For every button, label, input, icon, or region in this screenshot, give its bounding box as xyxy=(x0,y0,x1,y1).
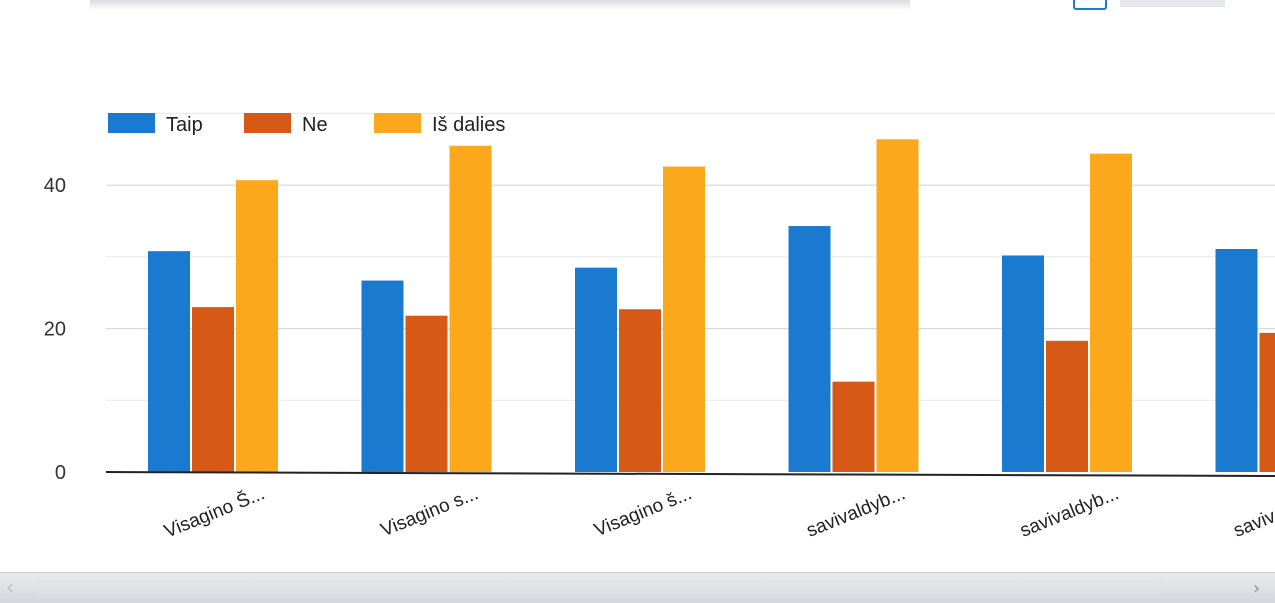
chart-legend: Taip Ne Iš dalies xyxy=(108,113,505,136)
bar-i-dalies-0 xyxy=(236,180,278,472)
bar-ne-0 xyxy=(192,307,234,472)
x-tick-label: savivaldyb... xyxy=(1017,483,1122,542)
x-tick-label: savivaldyb... xyxy=(804,483,909,542)
bar-ne-2 xyxy=(619,309,661,472)
y-tick-label: 20 xyxy=(44,319,66,341)
scrollbar-thumb[interactable] xyxy=(34,580,1164,594)
bar-taip-5 xyxy=(1216,249,1258,472)
y-axis-ticks: 0 20 40 xyxy=(44,175,66,484)
y-tick-label: 40 xyxy=(44,175,66,197)
x-tick-label: savivaldyb... xyxy=(1231,483,1275,542)
horizontal-scrollbar[interactable]: ‹ › xyxy=(0,572,1275,603)
x-axis-ticks: Visagino Š... Visagino s... Visagino š... s… xyxy=(161,482,1275,542)
bar-taip-1 xyxy=(362,281,404,472)
x-axis-baseline xyxy=(106,472,1275,476)
chart-axes xyxy=(106,472,1275,476)
legend-label-2: Iš dalies xyxy=(432,114,505,136)
chevron-right-icon[interactable]: › xyxy=(1253,579,1273,599)
y-tick-label: 0 xyxy=(55,462,66,484)
x-tick-label: Visagino s... xyxy=(378,483,482,541)
bar-i-dalies-4 xyxy=(1090,154,1132,472)
x-tick-label: Visagino Š... xyxy=(161,482,268,542)
bar-taip-0 xyxy=(148,251,190,472)
bar-taip-3 xyxy=(789,226,831,472)
chevron-left-icon[interactable]: ‹ xyxy=(6,577,26,597)
bar-taip-4 xyxy=(1002,255,1044,472)
legend-swatch-1 xyxy=(244,113,291,133)
legend-label-0: Taip xyxy=(166,114,203,136)
bar-taip-2 xyxy=(575,268,617,472)
bar-ne-1 xyxy=(406,316,448,472)
bar-i-dalies-1 xyxy=(450,146,492,472)
legend-swatch-2 xyxy=(374,113,421,133)
x-tick-label: Visagino š... xyxy=(591,483,695,541)
bar-ne-4 xyxy=(1046,341,1088,472)
bar-ne-3 xyxy=(833,382,875,472)
legend-swatch-0 xyxy=(108,113,155,133)
chart-bars xyxy=(148,139,1275,472)
bar-ne-5 xyxy=(1260,333,1275,472)
bar-i-dalies-2 xyxy=(663,167,705,472)
bar-i-dalies-3 xyxy=(877,139,919,472)
legend-label-1: Ne xyxy=(302,114,328,136)
